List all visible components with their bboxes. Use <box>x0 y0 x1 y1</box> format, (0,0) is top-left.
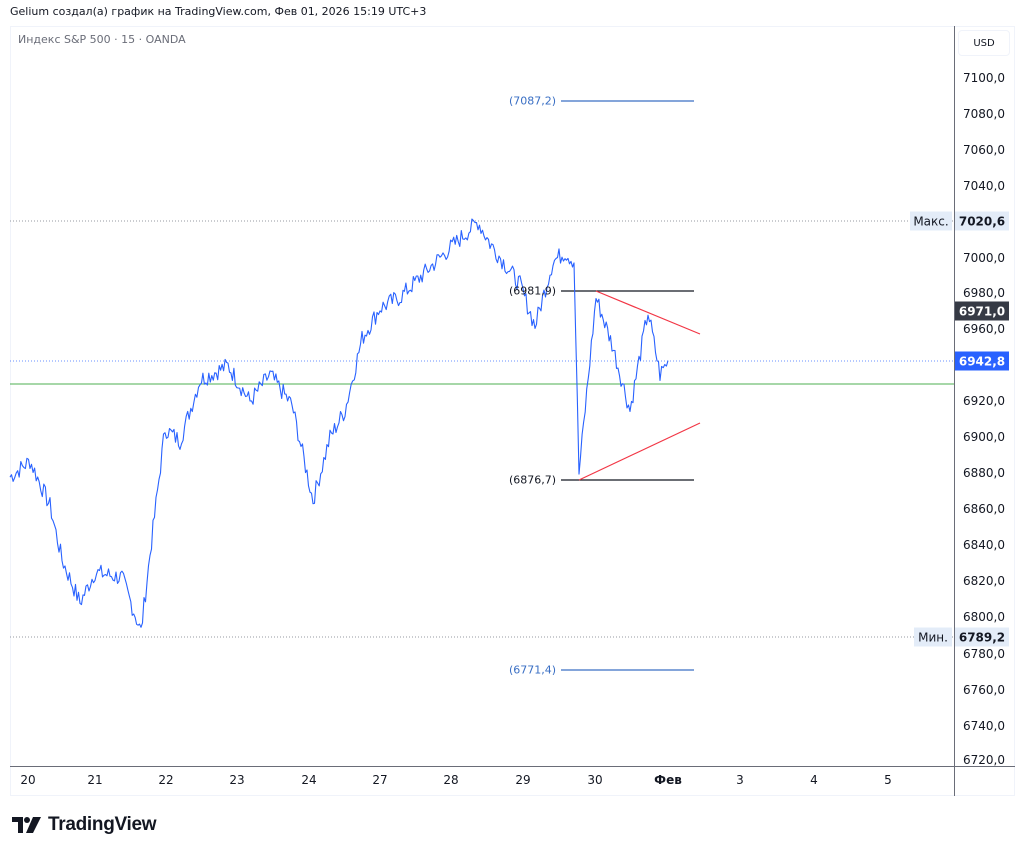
x-tick: 23 <box>229 773 245 787</box>
y-tick: 6820,0 <box>963 574 1005 588</box>
x-tick: 20 <box>20 773 36 787</box>
min-price-tag: 6789,2 <box>955 627 1009 647</box>
y-tick: 6860,0 <box>963 502 1005 516</box>
x-tick: 21 <box>87 773 103 787</box>
x-tick: 27 <box>372 773 388 787</box>
resistance-label: (6981,9) <box>509 284 557 298</box>
triangle-upper-line[interactable] <box>595 290 701 335</box>
max-price-tag: 7020,6 <box>955 211 1009 231</box>
x-tick: 4 <box>810 773 818 787</box>
x-tick: 24 <box>301 773 317 787</box>
chart-frame <box>10 26 1015 796</box>
y-tick: 7080,0 <box>963 107 1005 121</box>
support-label: (6876,7) <box>509 473 557 487</box>
target-down-label: (6771,4) <box>509 663 557 677</box>
triangle-lower-line[interactable] <box>578 422 701 481</box>
y-tick: 6900,0 <box>963 430 1005 444</box>
x-tick: 22 <box>158 773 174 787</box>
y-tick: 6720,0 <box>963 753 1005 767</box>
time-axis-border <box>10 766 1015 767</box>
y-tick: 7040,0 <box>963 179 1005 193</box>
currency-button[interactable]: USD <box>958 30 1010 56</box>
y-tick: 6880,0 <box>963 466 1005 480</box>
y-tick: 6920,0 <box>963 394 1005 408</box>
y-tick: 6840,0 <box>963 538 1005 552</box>
tradingview-logo-icon <box>12 817 41 833</box>
x-tick: 5 <box>884 773 892 787</box>
chart-attribution: Gelium создал(а) график на TradingView.c… <box>10 5 427 18</box>
x-tick: 30 <box>587 773 603 787</box>
last-price-tag: 6942,8 <box>955 351 1009 371</box>
x-tick: 3 <box>736 773 744 787</box>
y-tick: 6740,0 <box>963 719 1005 733</box>
y-tick: 6980,0 <box>963 286 1005 300</box>
tradingview-logo-text: TradingView <box>48 814 157 835</box>
price-axis-border <box>954 26 955 796</box>
y-tick: 6760,0 <box>963 683 1005 697</box>
x-tick: 28 <box>443 773 459 787</box>
x-tick: 29 <box>515 773 531 787</box>
y-tick: 6780,0 <box>963 647 1005 661</box>
max-label: Макс. <box>910 211 952 231</box>
symbol-legend[interactable]: Индекс S&P 500 · 15 · OANDA <box>18 33 186 46</box>
target-up-label: (7087,2) <box>509 94 557 108</box>
y-tick: 6960,0 <box>963 322 1005 336</box>
min-label: Мин. <box>914 627 952 647</box>
y-tick: 7000,0 <box>963 251 1005 265</box>
tradingview-logo[interactable]: TradingView <box>12 814 157 836</box>
y-tick: 6800,0 <box>963 610 1005 624</box>
cursor-price-tag: 6971,0 <box>955 301 1009 321</box>
x-tick: Фев <box>654 773 682 787</box>
y-tick: 7060,0 <box>963 143 1005 157</box>
price-line <box>9 218 669 628</box>
y-tick: 7100,0 <box>963 71 1005 85</box>
